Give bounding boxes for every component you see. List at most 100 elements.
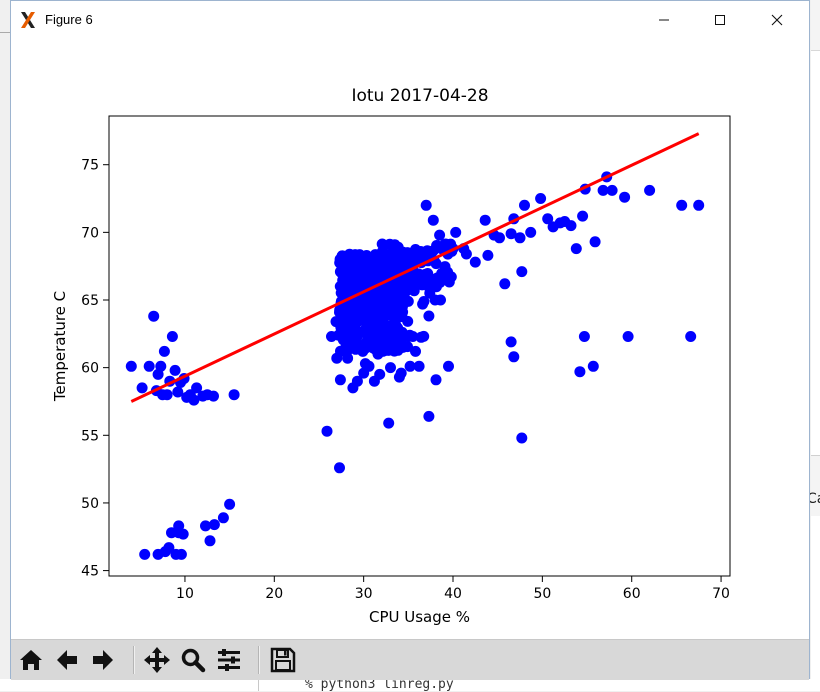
data-point <box>508 351 520 363</box>
data-point <box>379 307 391 319</box>
data-point <box>469 256 481 268</box>
data-point <box>516 266 528 278</box>
background-window-panel <box>811 455 820 516</box>
data-point <box>597 184 609 196</box>
data-point <box>340 267 352 279</box>
magnifier-icon <box>181 648 206 673</box>
toolbar-separator <box>258 646 260 674</box>
data-point <box>352 326 364 338</box>
data-point <box>334 304 346 316</box>
data-point <box>570 243 582 255</box>
data-point <box>392 325 403 337</box>
data-point <box>445 271 457 283</box>
data-point <box>577 210 589 222</box>
data-point <box>404 360 416 372</box>
close-icon <box>771 14 783 26</box>
data-point <box>224 498 236 510</box>
data-point <box>351 375 363 387</box>
maximize-button[interactable] <box>697 1 743 39</box>
data-point <box>392 297 404 309</box>
background-terminal <box>0 679 811 691</box>
minimize-button[interactable] <box>641 1 687 39</box>
home-icon <box>20 650 42 670</box>
y-axis-label: Temperature C <box>51 291 69 402</box>
data-point <box>404 329 416 341</box>
subplots-button[interactable] <box>214 645 244 675</box>
y-tick-label: 75 <box>81 158 99 174</box>
background-window-header <box>811 0 820 51</box>
arrow-left-icon <box>57 650 77 670</box>
data-point <box>334 462 345 474</box>
data-point <box>158 345 170 357</box>
data-point <box>423 410 435 422</box>
data-point <box>335 281 347 292</box>
back-button[interactable] <box>52 645 82 675</box>
chart-title: Iotu 2017-04-28 <box>351 86 488 106</box>
data-point <box>359 268 371 279</box>
terminal-command-text: % python3 linreg.py <box>305 677 454 692</box>
data-point <box>413 360 425 372</box>
data-point <box>163 542 175 554</box>
data-point <box>423 310 435 322</box>
data-point <box>587 360 599 372</box>
data-point <box>499 278 511 290</box>
regression-lines <box>130 132 700 403</box>
toolbar-separator <box>133 646 135 674</box>
data-points <box>125 171 705 560</box>
x-tick-label: 10 <box>176 586 194 602</box>
data-point <box>685 331 697 342</box>
data-point <box>435 294 446 306</box>
data-point <box>415 246 427 257</box>
regression-line <box>130 132 700 403</box>
data-point <box>431 277 442 289</box>
data-point <box>385 260 397 272</box>
figure-canvas[interactable]: Iotu 2017-04-28 45 50 55 60 65 70 75 10 20 30 40 5… <box>11 39 809 639</box>
y-tick-label: 60 <box>81 361 99 377</box>
data-point <box>353 277 365 288</box>
data-point <box>136 382 148 394</box>
background-left-line <box>0 32 10 33</box>
data-point <box>334 374 346 386</box>
data-point <box>394 252 406 264</box>
background-edge-text: Ca <box>807 491 820 507</box>
data-point <box>385 362 396 374</box>
data-point <box>554 217 566 229</box>
data-point <box>381 268 393 280</box>
forward-button[interactable] <box>88 645 118 675</box>
x-tick-label: 70 <box>712 586 730 602</box>
scatter-chart: Iotu 2017-04-28 45 50 55 60 65 70 75 10 20 30 40 5… <box>51 86 731 626</box>
data-point <box>676 199 688 211</box>
x11-app-icon <box>19 11 37 29</box>
data-point <box>519 199 530 211</box>
data-point <box>356 255 368 267</box>
close-button[interactable] <box>754 1 800 39</box>
data-point <box>188 394 200 406</box>
data-point <box>482 249 494 261</box>
data-point <box>326 331 337 342</box>
navigation-toolbar <box>11 639 809 680</box>
data-point <box>321 425 333 437</box>
data-point <box>606 184 618 196</box>
data-point <box>505 336 517 348</box>
zoom-button[interactable] <box>178 645 208 675</box>
data-point <box>173 527 185 539</box>
home-button[interactable] <box>16 645 46 675</box>
minimize-icon <box>659 19 669 21</box>
data-point <box>383 417 395 429</box>
data-point <box>372 321 384 332</box>
save-button[interactable] <box>268 645 298 675</box>
y-tick-label: 50 <box>81 496 99 512</box>
background-window-edge <box>811 0 820 691</box>
data-point <box>369 294 381 306</box>
data-point <box>204 535 216 547</box>
data-point <box>383 343 394 355</box>
y-tick-label: 65 <box>81 293 99 309</box>
title-bar[interactable]: Figure 6 <box>11 1 809 39</box>
data-point <box>410 345 421 357</box>
data-point <box>418 296 430 307</box>
pan-button[interactable] <box>142 645 172 675</box>
data-point <box>395 367 407 379</box>
data-point <box>578 331 590 342</box>
move-icon <box>144 647 170 673</box>
data-point <box>415 331 427 343</box>
